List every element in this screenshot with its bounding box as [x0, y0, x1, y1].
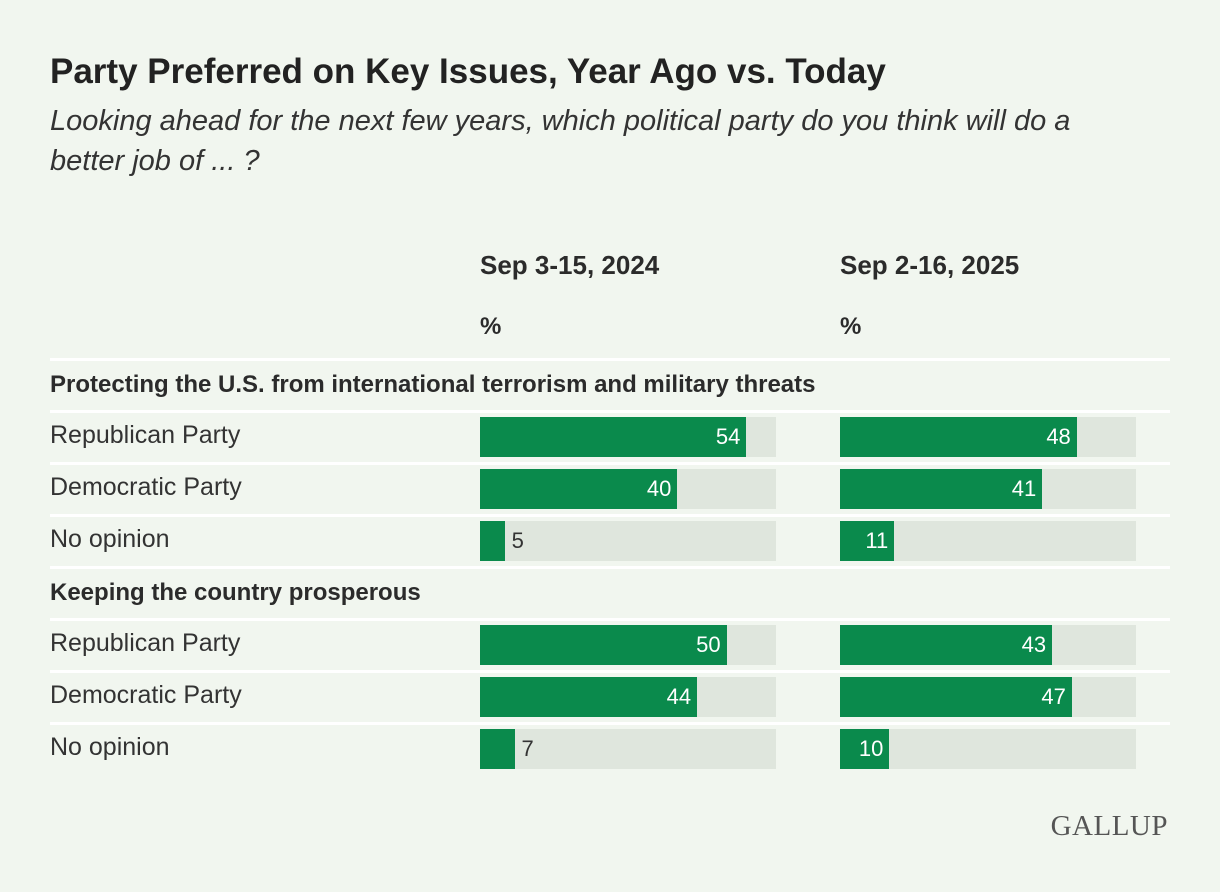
bar-value-label: 47 — [1041, 684, 1066, 709]
divider-line — [50, 410, 1170, 413]
bar-track: 50 — [480, 625, 776, 665]
chart-subtitle: Looking ahead for the next few years, wh… — [50, 105, 1071, 177]
bar — [840, 625, 1053, 665]
divider-line — [50, 722, 1170, 725]
bar-track: 47 — [840, 677, 1136, 717]
bar-track: 40 — [480, 469, 776, 509]
row-label: Democratic Party — [50, 681, 242, 709]
bar-value-label: 54 — [715, 424, 741, 449]
bar-value-label: 44 — [666, 684, 692, 709]
bar-track: 41 — [840, 469, 1136, 509]
bar-track: 10 — [840, 729, 1136, 769]
bar-value-label: 40 — [646, 476, 672, 501]
bar-value-label: 5 — [511, 528, 524, 553]
gallup-logo: GALLUP — [1050, 810, 1168, 842]
bar-value-label: 48 — [1046, 424, 1071, 449]
bar — [480, 469, 678, 509]
bar-track: 48 — [840, 417, 1136, 457]
bar-track: 54 — [480, 417, 776, 457]
column-unit-2025: % — [840, 313, 862, 340]
column-header-2024: Sep 3-15, 2024 — [480, 250, 660, 280]
divider-line — [50, 462, 1170, 465]
bar-value-label: 7 — [521, 736, 534, 761]
divider-line — [50, 358, 1170, 361]
divider-line — [50, 514, 1170, 517]
divider-line — [50, 670, 1170, 673]
chart-title: Party Preferred on Key Issues, Year Ago … — [50, 52, 886, 91]
row-label: Republican Party — [50, 629, 241, 657]
bar — [840, 521, 895, 561]
bar-value-label: 43 — [1021, 632, 1047, 657]
bar — [840, 417, 1077, 457]
row-label: No opinion — [50, 733, 170, 761]
bar-track: 5 — [480, 521, 776, 561]
bar — [480, 729, 515, 769]
divider-line — [50, 618, 1170, 621]
bar-track: 43 — [840, 625, 1136, 665]
row-label: Republican Party — [50, 421, 241, 449]
bar — [840, 469, 1043, 509]
bar-track: 11 — [840, 521, 1136, 561]
bar — [840, 729, 890, 769]
bar — [480, 677, 698, 717]
bar-track: 44 — [480, 677, 776, 717]
bar-value-label: 41 — [1011, 476, 1037, 501]
bar — [480, 521, 505, 561]
row-label: No opinion — [50, 525, 170, 553]
bar — [480, 625, 727, 665]
section-label: Protecting the U.S. from international t… — [50, 371, 816, 398]
column-unit-2024: % — [480, 313, 502, 340]
section-label: Keeping the country prosperous — [50, 579, 421, 606]
bar — [840, 677, 1072, 717]
row-label: Democratic Party — [50, 473, 242, 501]
divider-line — [50, 566, 1170, 569]
bar-track: 7 — [480, 729, 776, 769]
bar-value-label: 10 — [858, 736, 884, 761]
column-header-2025: Sep 2-16, 2025 — [840, 250, 1020, 280]
bar — [480, 417, 747, 457]
bar-value-label: 50 — [696, 632, 721, 657]
bar-value-label: 11 — [865, 528, 889, 553]
